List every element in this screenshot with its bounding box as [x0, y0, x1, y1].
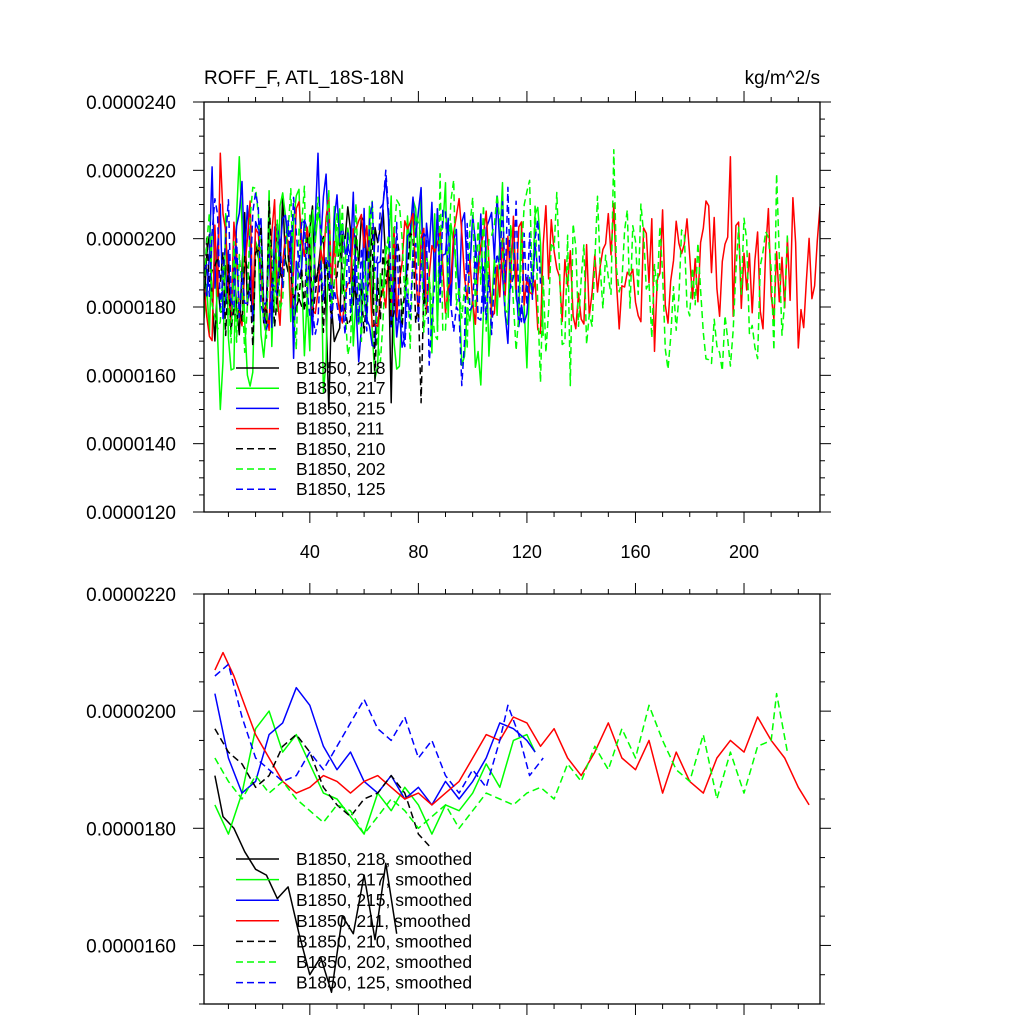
- x-tick-label: 160: [620, 542, 650, 562]
- bottom-plot: 0.0000160 0.0000180 0.0000200 0.0000220 B185…: [86, 583, 831, 1015]
- series-group: [214, 651, 810, 994]
- y-tick-label: 0.0000160: [86, 366, 176, 387]
- legend-label: B1850, 210: [296, 439, 386, 459]
- series-line: [204, 169, 542, 387]
- y-tick-label: 0.0000160: [86, 936, 176, 957]
- legend-label: B1850, 211: [296, 419, 384, 439]
- y-tick-label: 0.0000180: [86, 819, 176, 840]
- legend-label: B1850, 210, smoothed: [296, 931, 472, 951]
- series-line: [214, 692, 789, 835]
- series-group: [204, 149, 820, 411]
- series-line: [204, 152, 820, 353]
- series-line: [214, 710, 536, 835]
- legend-label: B1850, 217: [296, 378, 386, 398]
- legend-label: B1850, 125: [296, 479, 386, 499]
- y-tick-label: 0.0000200: [86, 230, 176, 251]
- series-line: [204, 155, 544, 411]
- series-line: [214, 663, 544, 794]
- series-line: [214, 728, 430, 847]
- legend-label: B1850, 202: [296, 459, 386, 479]
- y-tick-label: 0.0000220: [86, 161, 176, 182]
- chart-title: ROFF_F, ATL_18S-18N: [204, 68, 404, 89]
- x-tick-label: 120: [512, 542, 542, 562]
- series-line: [214, 775, 398, 994]
- legend-label: B1850, 211, smoothed: [296, 911, 471, 931]
- legend-label: B1850, 218, smoothed: [296, 849, 472, 869]
- y-tick-label: 0.0000200: [86, 702, 176, 723]
- legend-label: B1850, 215, smoothed: [296, 890, 472, 910]
- legend-label: B1850, 218: [296, 358, 386, 378]
- x-tick-label: 40: [300, 542, 320, 562]
- legend-label: B1850, 202, smoothed: [296, 952, 472, 972]
- y-tick-label: 0.0000140: [86, 435, 176, 456]
- series-line: [204, 149, 789, 387]
- y-tick-label: 0.0000120: [86, 503, 176, 524]
- y-tick-label: 0.0000220: [86, 585, 176, 606]
- series-line: [214, 651, 810, 806]
- x-tick-label: 200: [729, 542, 759, 562]
- x-tick-label: 80: [408, 542, 428, 562]
- legend-label: B1850, 215: [296, 398, 386, 418]
- legend-label: B1850, 217, smoothed: [296, 870, 472, 890]
- legend-label: B1850, 125, smoothed: [296, 973, 472, 993]
- y-tick-label: 0.0000180: [86, 298, 176, 319]
- chart-units: kg/m^2/s: [745, 68, 820, 89]
- top-plot: 40 80 120 160 200 0.0000120 0.0000140 0.0000160…: [86, 91, 831, 562]
- y-tick-label: 0.0000240: [86, 93, 176, 114]
